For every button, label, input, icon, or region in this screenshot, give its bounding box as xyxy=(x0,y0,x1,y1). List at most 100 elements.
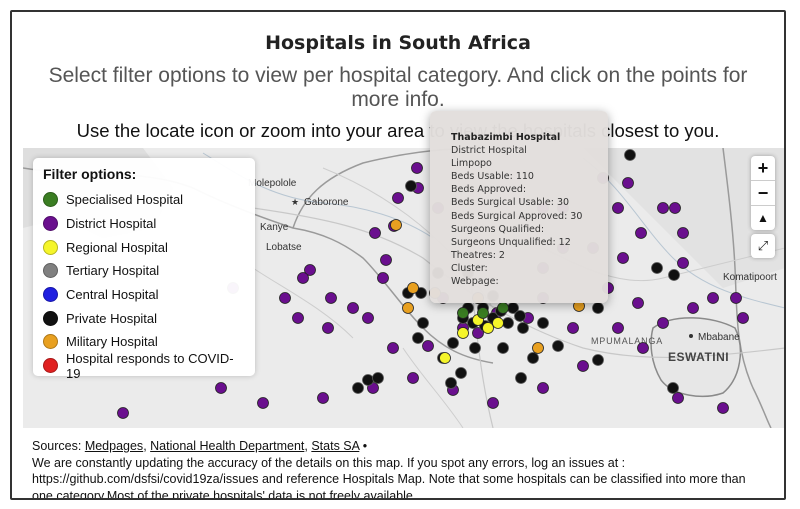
hospital-marker[interactable] xyxy=(635,227,647,239)
hospital-marker[interactable] xyxy=(492,317,504,329)
hospital-marker[interactable] xyxy=(380,254,392,266)
hospital-marker[interactable] xyxy=(362,312,374,324)
hospital-marker[interactable] xyxy=(502,317,514,329)
legend-item-military[interactable]: Military Hospital xyxy=(43,330,245,354)
hospital-marker[interactable] xyxy=(517,322,529,334)
hospital-marker[interactable] xyxy=(117,407,129,419)
hospital-marker[interactable] xyxy=(737,312,749,324)
hospital-marker[interactable] xyxy=(372,372,384,384)
hospital-marker[interactable] xyxy=(617,252,629,264)
hospital-marker[interactable] xyxy=(455,367,467,379)
hospital-marker[interactable] xyxy=(651,262,663,274)
map-label-eswatini: ESWATINI xyxy=(668,350,730,364)
hospital-marker[interactable] xyxy=(347,302,359,314)
hospital-marker[interactable] xyxy=(567,322,579,334)
hospital-marker[interactable] xyxy=(482,322,494,334)
hospital-marker[interactable] xyxy=(392,192,404,204)
zoom-out-button[interactable]: − xyxy=(751,181,775,206)
hospital-marker[interactable] xyxy=(592,302,604,314)
legend-item-covid[interactable]: Hospital responds to COVID-19 xyxy=(43,350,245,381)
hospital-marker[interactable] xyxy=(592,354,604,366)
hospital-marker[interactable] xyxy=(377,272,389,284)
fullscreen-button[interactable]: ⤢ xyxy=(751,234,775,258)
hospital-marker[interactable] xyxy=(447,337,459,349)
hospital-marker[interactable] xyxy=(257,397,269,409)
hospital-marker[interactable] xyxy=(477,307,489,319)
hospital-marker[interactable] xyxy=(325,292,337,304)
legend-item-private[interactable]: Private Hospital xyxy=(43,306,245,330)
hospital-marker[interactable] xyxy=(537,317,549,329)
hospital-marker[interactable] xyxy=(402,302,414,314)
hospital-marker[interactable] xyxy=(577,360,589,372)
hospital-marker[interactable] xyxy=(532,342,544,354)
legend-item-central[interactable]: Central Hospital xyxy=(43,283,245,307)
hospital-marker[interactable] xyxy=(279,292,291,304)
locate-button[interactable]: ▲ xyxy=(757,211,769,225)
hospital-marker[interactable] xyxy=(362,374,374,386)
legend-item-regional[interactable]: Regional Hospital xyxy=(43,235,245,259)
hospital-marker[interactable] xyxy=(677,227,689,239)
hospital-marker[interactable] xyxy=(411,162,423,174)
hospital-marker[interactable] xyxy=(624,149,636,161)
hospital-marker[interactable] xyxy=(622,177,634,189)
hospital-marker[interactable] xyxy=(717,402,729,414)
hospital-marker[interactable] xyxy=(612,322,624,334)
hospital-marker[interactable] xyxy=(707,292,719,304)
hospital-marker[interactable] xyxy=(687,302,699,314)
hospital-marker[interactable] xyxy=(457,327,469,339)
hospital-marker[interactable] xyxy=(352,382,364,394)
zoom-in-button[interactable]: + xyxy=(751,156,775,181)
hospital-marker[interactable] xyxy=(657,202,669,214)
hospital-marker[interactable] xyxy=(297,272,309,284)
hospital-marker[interactable] xyxy=(407,282,419,294)
hospital-marker[interactable] xyxy=(407,372,419,384)
legend-item-specialised[interactable]: Specialised Hospital xyxy=(43,188,245,212)
hospital-marker[interactable] xyxy=(497,342,509,354)
hospital-marker[interactable] xyxy=(292,312,304,324)
hospital-marker[interactable] xyxy=(730,292,742,304)
source-link-stats-sa[interactable]: Stats SA xyxy=(311,439,360,453)
legend-label: Hospital responds to COVID-19 xyxy=(66,350,234,381)
legend-item-district[interactable]: District Hospital xyxy=(43,212,245,236)
legend-item-tertiary[interactable]: Tertiary Hospital xyxy=(43,259,245,283)
hospital-marker[interactable] xyxy=(412,332,424,344)
sources-suffix: • xyxy=(359,439,368,453)
hospital-marker[interactable] xyxy=(215,382,227,394)
hospital-marker[interactable] xyxy=(390,219,402,231)
hospital-marker[interactable] xyxy=(552,340,564,352)
hospital-marker[interactable] xyxy=(612,202,624,214)
hospital-marker[interactable] xyxy=(322,322,334,334)
hospital-marker[interactable] xyxy=(472,327,484,339)
source-link-health-department[interactable]: National Health Department xyxy=(150,439,305,453)
hospital-marker[interactable] xyxy=(487,397,499,409)
hospital-marker[interactable] xyxy=(304,264,316,276)
hospital-marker[interactable] xyxy=(637,342,649,354)
hospital-marker[interactable] xyxy=(405,180,417,192)
hospital-marker[interactable] xyxy=(445,377,457,389)
hospital-map[interactable]: ★ Molepolole Gaborone Kanye Lobatse MPUM… xyxy=(23,148,784,428)
hospital-marker[interactable] xyxy=(657,317,669,329)
hospital-marker[interactable] xyxy=(422,340,434,352)
hospital-marker[interactable] xyxy=(457,307,469,319)
hospital-marker[interactable] xyxy=(537,382,549,394)
hospital-marker[interactable] xyxy=(515,372,527,384)
hospital-marker[interactable] xyxy=(632,297,644,309)
hospital-popup: Thabazimbi Hospital District Hospital Li… xyxy=(430,111,608,303)
hospital-marker[interactable] xyxy=(669,202,681,214)
hospital-marker[interactable] xyxy=(672,392,684,404)
hospital-marker[interactable] xyxy=(469,342,481,354)
hospital-marker[interactable] xyxy=(417,317,429,329)
hospital-marker[interactable] xyxy=(317,392,329,404)
hospital-marker[interactable] xyxy=(667,382,679,394)
hospital-marker[interactable] xyxy=(514,310,526,322)
hospital-marker[interactable] xyxy=(387,342,399,354)
source-link-medpages[interactable]: Medpages xyxy=(84,439,144,453)
hospital-marker[interactable] xyxy=(668,269,680,281)
hospital-marker[interactable] xyxy=(527,352,539,364)
legend-title: Filter options: xyxy=(43,166,137,182)
hospital-marker[interactable] xyxy=(497,302,509,314)
hospital-marker[interactable] xyxy=(439,352,451,364)
hospital-marker[interactable] xyxy=(369,227,381,239)
accuracy-note: We are constantly updating the accuracy … xyxy=(32,455,746,500)
hospital-marker[interactable] xyxy=(677,257,689,269)
